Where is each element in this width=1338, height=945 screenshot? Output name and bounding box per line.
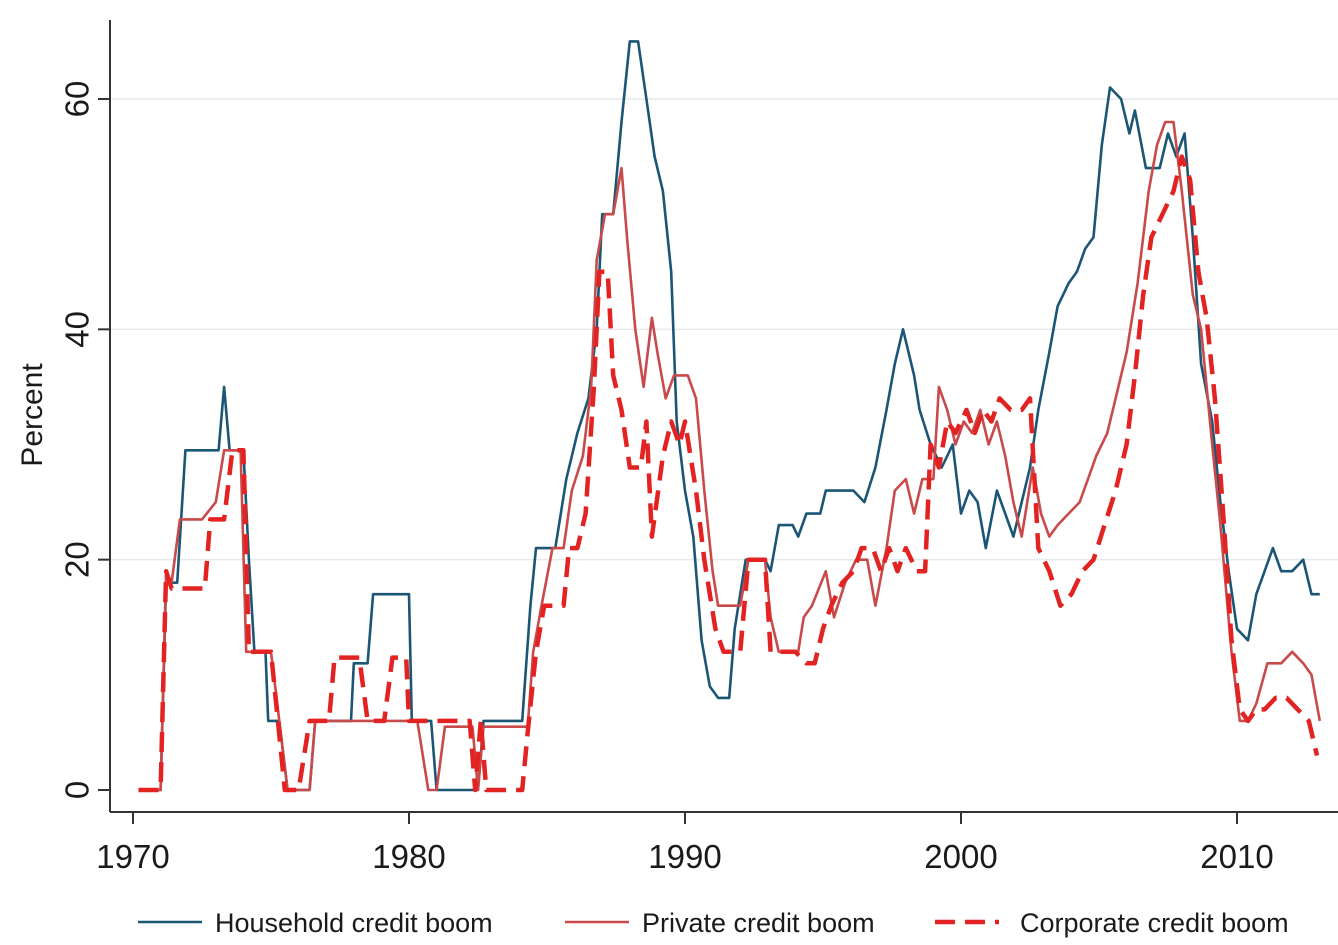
y-tick-label: 0	[59, 781, 96, 799]
x-tick-label: 2010	[1200, 838, 1273, 875]
x-tick-label: 2000	[924, 838, 997, 875]
y-tick-label: 40	[59, 311, 96, 348]
x-tick-label: 1990	[648, 838, 721, 875]
legend-item: Private credit boom	[565, 908, 875, 938]
y-tick-label: 60	[59, 81, 96, 118]
series-line-1	[138, 40, 1320, 792]
series-line-2	[138, 120, 1322, 792]
axes: 0 20 40 60 1970 1980 1990 2000 2010	[59, 20, 1338, 875]
grid-lines	[110, 98, 1338, 561]
legend-item: Household credit boom	[138, 908, 493, 938]
x-tick-label: 1970	[96, 838, 169, 875]
y-tick-label: 20	[59, 541, 96, 578]
legend-label: Corporate credit boom	[1020, 908, 1289, 938]
legend-label: Private credit boom	[642, 908, 875, 938]
legend-item: Corporate credit boom	[935, 908, 1289, 938]
series-line-3	[138, 154, 1320, 793]
legend-label: Household credit boom	[215, 908, 493, 938]
legend: Household credit boom Private credit boom…	[138, 908, 1289, 938]
y-axis-title: Percent	[16, 363, 49, 467]
series-lines	[138, 40, 1322, 793]
x-tick-label: 1980	[372, 838, 445, 875]
